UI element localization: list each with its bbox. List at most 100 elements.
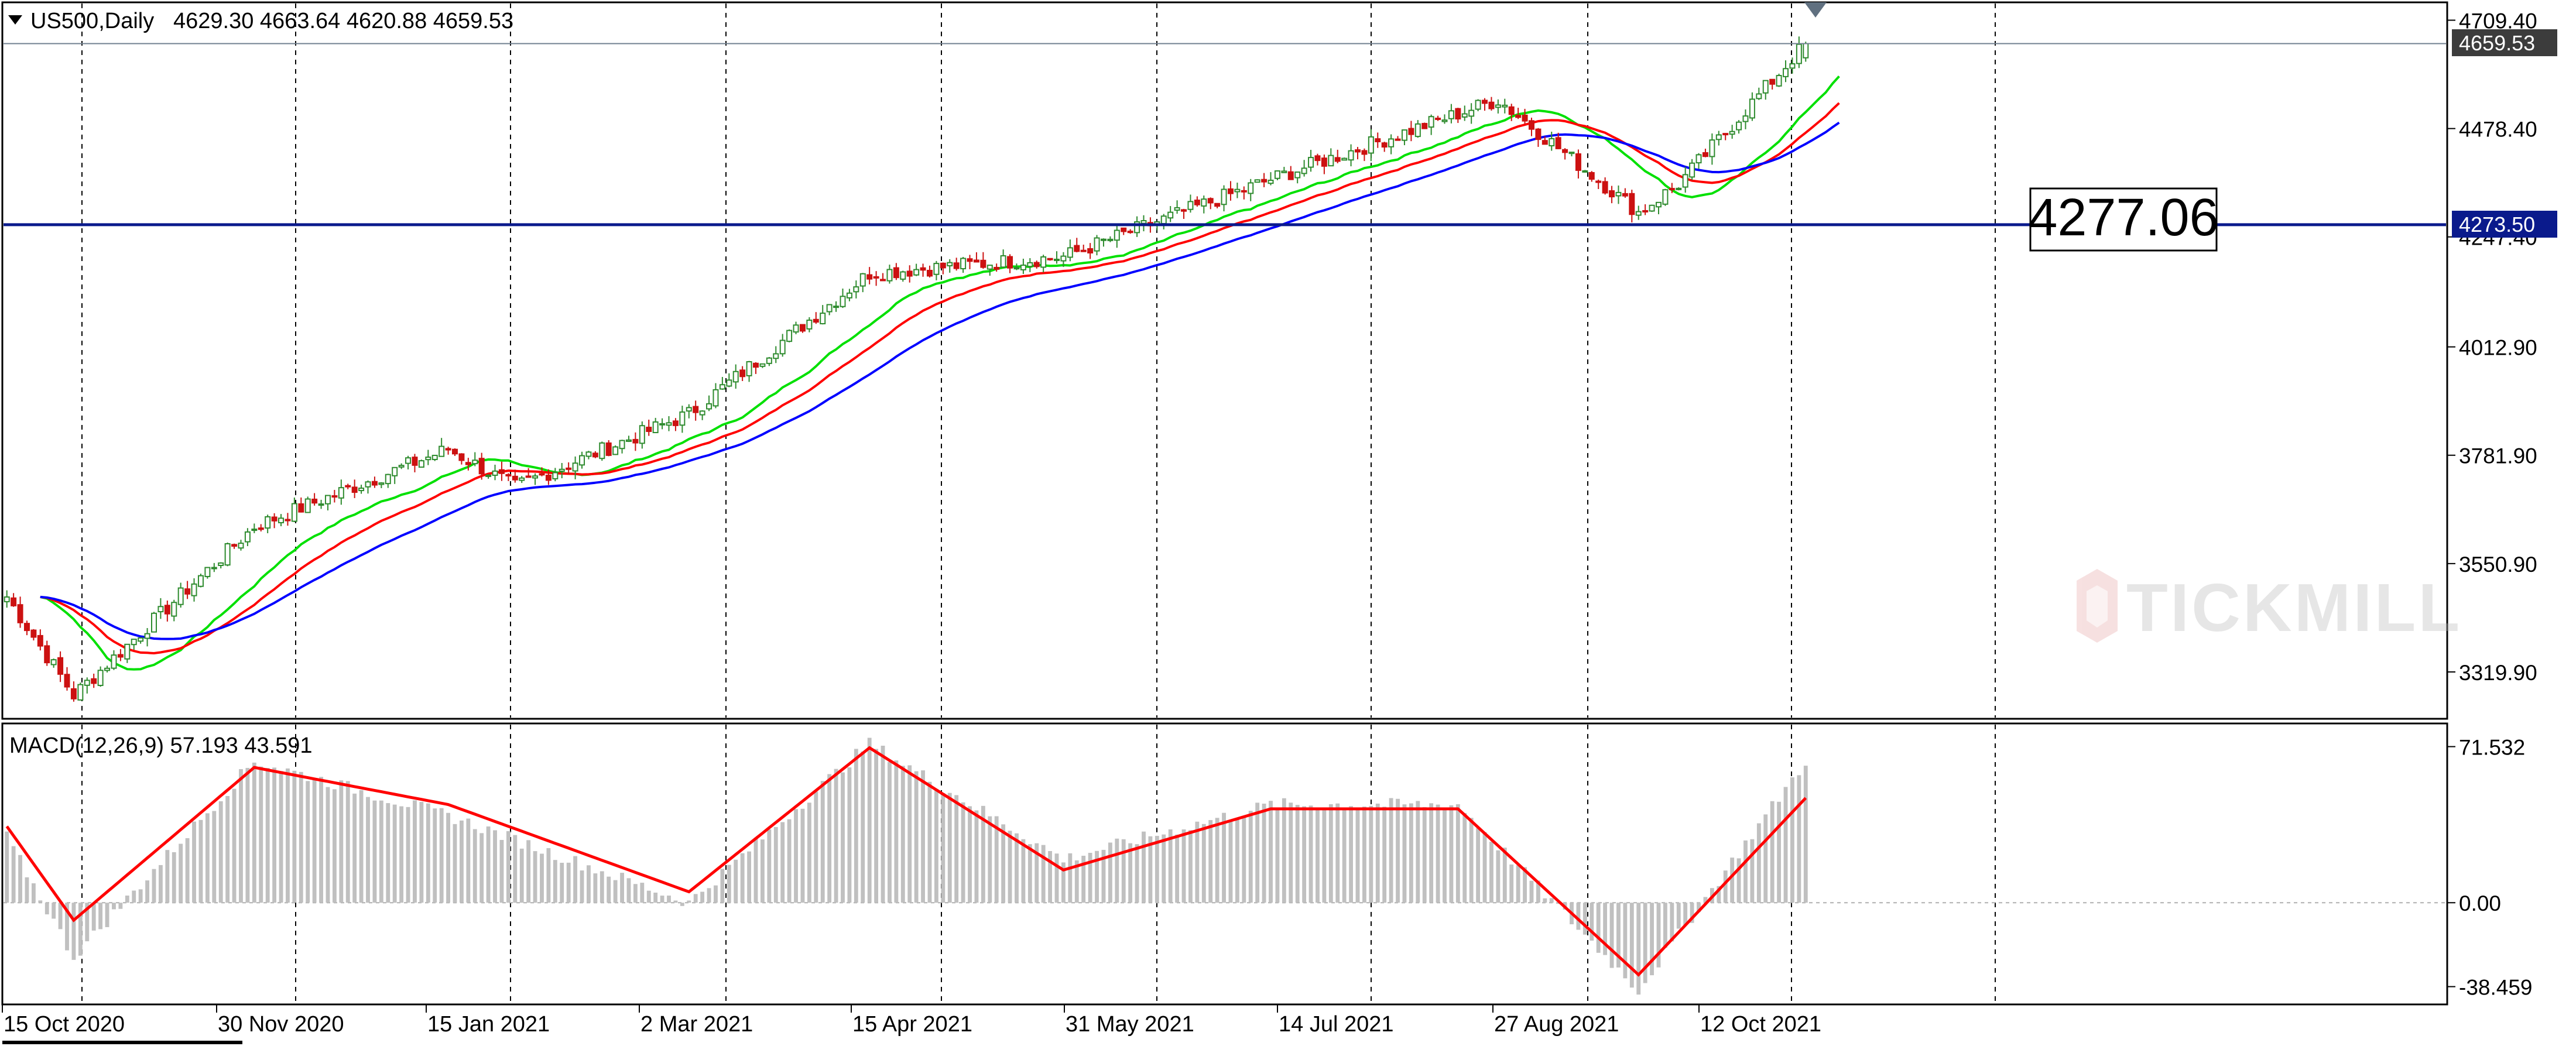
macd-histogram-bar [179, 843, 183, 903]
candle [1709, 133, 1715, 165]
macd-histogram-bar [38, 900, 43, 903]
price-pane-frame [1, 1, 2448, 720]
macd-histogram-bar [653, 893, 658, 903]
candle-body [806, 320, 813, 330]
candle [1414, 120, 1421, 138]
macd-histogram-bar [1529, 880, 1534, 903]
candle-body [973, 259, 979, 263]
candle-body [97, 670, 104, 687]
candle-body [659, 423, 666, 426]
candle-body [1702, 152, 1708, 157]
candle-body [1381, 142, 1388, 148]
candle [986, 265, 993, 276]
candle-body [1435, 118, 1441, 121]
candle-body [124, 643, 131, 660]
macd-histogram-bar [807, 802, 811, 903]
macd-histogram-bar [894, 760, 899, 903]
candle-body [1348, 150, 1354, 161]
candle [853, 280, 859, 299]
macd-histogram-bar [700, 891, 705, 903]
candle [285, 513, 291, 526]
macd-histogram-bar [787, 819, 792, 903]
symbol-menu-icon[interactable] [8, 15, 22, 25]
time-label: 15 Oct 2020 [4, 1012, 125, 1037]
candle-body [900, 271, 906, 280]
macd-histogram-bar [292, 770, 297, 903]
candle-body [947, 262, 953, 267]
macd-histogram-bar [1208, 820, 1213, 903]
candle-body [1676, 187, 1682, 190]
macd-histogram-bar [1717, 886, 1721, 903]
macd-histogram-bar [44, 903, 49, 915]
candle [458, 453, 465, 465]
candle-body [893, 267, 899, 279]
time-label: 31 May 2021 [1066, 1012, 1194, 1037]
macd-histogram-bar [714, 885, 718, 903]
macd-histogram-bar [1455, 804, 1460, 903]
macd-histogram-bar [1616, 903, 1621, 968]
macd-histogram-bar [1027, 844, 1032, 903]
candle-body [545, 475, 551, 481]
candle-body [345, 485, 351, 488]
candle [566, 462, 572, 474]
candle-body [833, 306, 840, 308]
candle [686, 404, 692, 419]
candle [1047, 258, 1053, 261]
candle [512, 469, 518, 483]
hline-price-box [2452, 211, 2557, 238]
macd-histogram-bar [1328, 804, 1333, 903]
macd-histogram-bar [239, 769, 243, 903]
candle [244, 528, 251, 547]
macd-histogram-bar [1590, 903, 1594, 941]
candle [672, 418, 679, 431]
candle-body [84, 680, 90, 686]
macd-histogram-bar [399, 806, 404, 903]
candle-body [418, 460, 424, 468]
candle [799, 324, 806, 333]
candle-body [1582, 170, 1588, 173]
candle-body [431, 455, 438, 460]
candle [967, 255, 973, 269]
candle [893, 263, 899, 280]
candle [552, 468, 559, 482]
macd-indicator [4, 738, 2446, 995]
candle-body [1542, 140, 1548, 145]
candle [1221, 185, 1227, 212]
candle [1033, 260, 1040, 269]
candle-body [218, 562, 224, 566]
macd-histogram-bar [286, 768, 290, 903]
candle [1622, 188, 1628, 198]
candle [1287, 166, 1294, 180]
macd-histogram-bar [279, 771, 283, 903]
macd-histogram-bar [1095, 850, 1099, 903]
candle-body [1715, 134, 1722, 140]
candle-body [1749, 98, 1755, 119]
candle [1054, 251, 1060, 264]
price-annotation[interactable]: 4277.06 [2028, 187, 2219, 252]
candle [278, 514, 285, 527]
candle [826, 304, 833, 315]
candle [1274, 170, 1280, 180]
macd-histogram-bar [1549, 898, 1554, 903]
candle-body [331, 495, 338, 498]
candle [1461, 105, 1468, 121]
macd-histogram-bar [988, 816, 992, 903]
candle [933, 260, 940, 280]
candle-body [866, 274, 873, 280]
macd-histogram-bar [1215, 818, 1220, 903]
candle-body [1414, 123, 1421, 138]
macd-histogram-bar [693, 894, 698, 903]
candle-body [258, 527, 264, 530]
candle-body [719, 384, 725, 390]
macd-histogram-bar [1289, 802, 1293, 903]
candle [1482, 98, 1488, 111]
candle [311, 493, 318, 506]
time-label: 27 Aug 2021 [1494, 1012, 1619, 1037]
candle-body [1488, 101, 1495, 109]
macd-histogram-bar [607, 876, 611, 903]
macd-histogram-bar [734, 859, 738, 903]
candle [1348, 144, 1354, 167]
candle [759, 363, 766, 368]
macd-histogram-bar [907, 765, 912, 903]
candle [632, 432, 639, 451]
